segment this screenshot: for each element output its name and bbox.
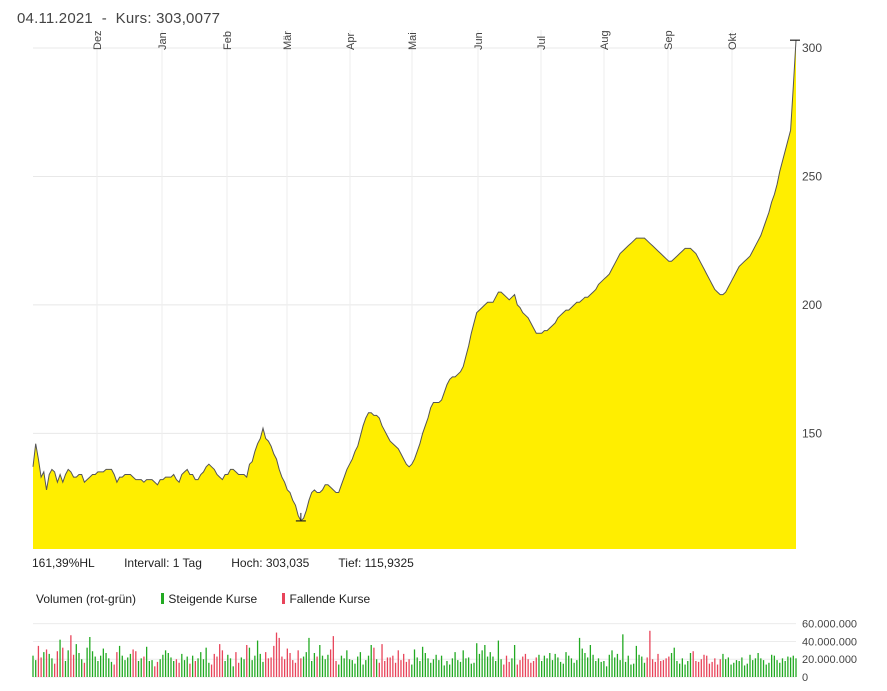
price-tick-0: 150 bbox=[802, 426, 822, 440]
chart-stats: 161,39%HL Intervall: 1 Tag Hoch: 303,035… bbox=[32, 556, 440, 570]
month-label-8: Aug bbox=[599, 30, 611, 50]
rising-swatch bbox=[161, 593, 165, 604]
extreme-markers bbox=[295, 39, 800, 522]
month-label-7: Jul bbox=[536, 36, 548, 50]
month-label-5: Mai bbox=[407, 32, 419, 50]
volume-tick-3: 0 bbox=[802, 672, 808, 684]
header-kurs-label: Kurs: bbox=[115, 10, 152, 27]
chart-grid bbox=[33, 30, 796, 549]
price-tick-1: 200 bbox=[802, 298, 822, 312]
price-line bbox=[32, 40, 797, 522]
month-label-0: Dez bbox=[92, 30, 104, 50]
month-label-9: Sep bbox=[663, 30, 675, 50]
volume-legend-title: Volumen (rot-grün) bbox=[36, 592, 137, 606]
volume-legend: Volumen (rot-grün) Steigende Kurse Falle… bbox=[36, 592, 370, 606]
header-separator: - bbox=[101, 10, 107, 27]
volume-axis-labels: 60.000.000 40.000.000 20.000.000 0 bbox=[802, 619, 857, 684]
volume-bars bbox=[32, 630, 797, 677]
volume-legend-falling: Fallende Kurse bbox=[289, 592, 371, 606]
volume-tick-1: 40.000.000 bbox=[802, 636, 857, 648]
falling-swatch bbox=[282, 593, 286, 604]
stat-interval: Intervall: 1 Tag bbox=[124, 556, 202, 570]
volume-tick-0: 60.000.000 bbox=[802, 619, 857, 631]
month-labels: Dez Jan Feb Mär Apr Mai Jun Jul Aug Sep Okt bbox=[92, 30, 739, 50]
price-tick-3: 300 bbox=[802, 41, 822, 55]
month-label-4: Apr bbox=[345, 33, 357, 50]
price-tick-2: 250 bbox=[802, 169, 822, 183]
header-kurs-value: 303,0077 bbox=[156, 10, 221, 27]
price-axis-labels: 150 200 250 300 bbox=[802, 41, 822, 440]
stat-low: Tief: 115,9325 bbox=[338, 556, 414, 570]
volume-tick-2: 20.000.000 bbox=[802, 654, 857, 666]
price-area bbox=[33, 40, 796, 550]
month-label-2: Feb bbox=[222, 31, 234, 50]
header-date: 04.11.2021 bbox=[17, 10, 93, 27]
month-label-10: Okt bbox=[727, 33, 739, 50]
chart-header: 04.11.2021 - Kurs: 303,0077 bbox=[17, 10, 220, 27]
stat-high: Hoch: 303,035 bbox=[231, 556, 310, 570]
stat-change: 161,39%HL bbox=[32, 556, 95, 570]
month-label-1: Jan bbox=[157, 32, 169, 50]
month-label-6: Jun bbox=[473, 32, 485, 50]
volume-legend-rising: Steigende Kurse bbox=[168, 592, 258, 606]
month-label-3: Mär bbox=[282, 31, 294, 50]
